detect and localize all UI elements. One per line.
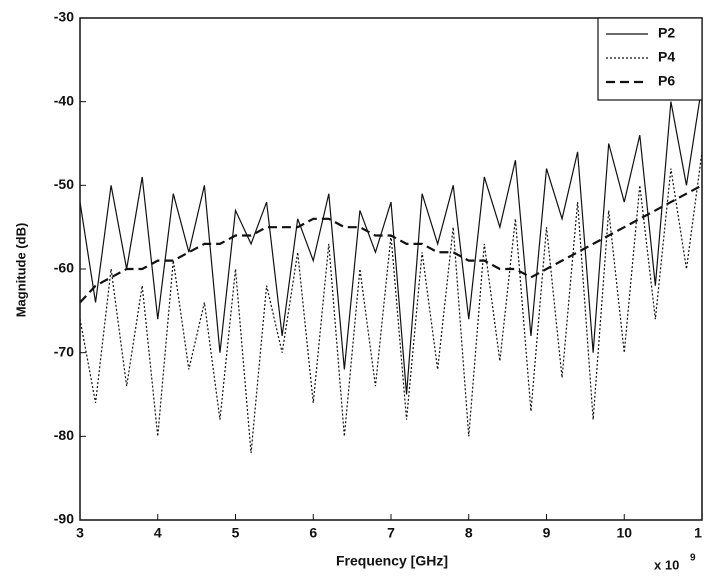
y-tick-label: -40 bbox=[54, 92, 74, 108]
legend-label: P6 bbox=[658, 73, 675, 89]
series-line bbox=[79, 184, 703, 304]
y-tick-label: -70 bbox=[54, 343, 74, 359]
x-multiplier-exponent: 9 bbox=[690, 553, 696, 564]
y-tick-label: -50 bbox=[54, 176, 74, 192]
series-line bbox=[79, 84, 703, 395]
legend-label: P4 bbox=[658, 49, 675, 65]
x-tick-label: 4 bbox=[154, 525, 162, 541]
legend-label: P2 bbox=[658, 25, 675, 41]
x-tick-label: 8 bbox=[465, 525, 473, 541]
x-tick-label: 3 bbox=[76, 525, 84, 541]
y-tick-label: -80 bbox=[54, 427, 74, 443]
x-tick-label: 7 bbox=[387, 525, 395, 541]
x-tick-label: 6 bbox=[309, 525, 317, 541]
x-tick-label: 5 bbox=[232, 525, 240, 541]
legend-box bbox=[597, 17, 703, 101]
x-tick-label: 9 bbox=[543, 525, 551, 541]
y-tick-label: -30 bbox=[54, 9, 74, 25]
y-axis-label: Magnitude (dB) bbox=[13, 223, 28, 318]
x-tick-label: 10 bbox=[616, 525, 632, 541]
y-tick-label: -90 bbox=[54, 511, 74, 527]
x-axis-label: Frequency [GHz] bbox=[336, 553, 448, 569]
x-multiplier: x 10 bbox=[654, 557, 679, 572]
x-tick-label: 1 bbox=[694, 525, 702, 541]
y-tick-label: -60 bbox=[54, 260, 74, 276]
